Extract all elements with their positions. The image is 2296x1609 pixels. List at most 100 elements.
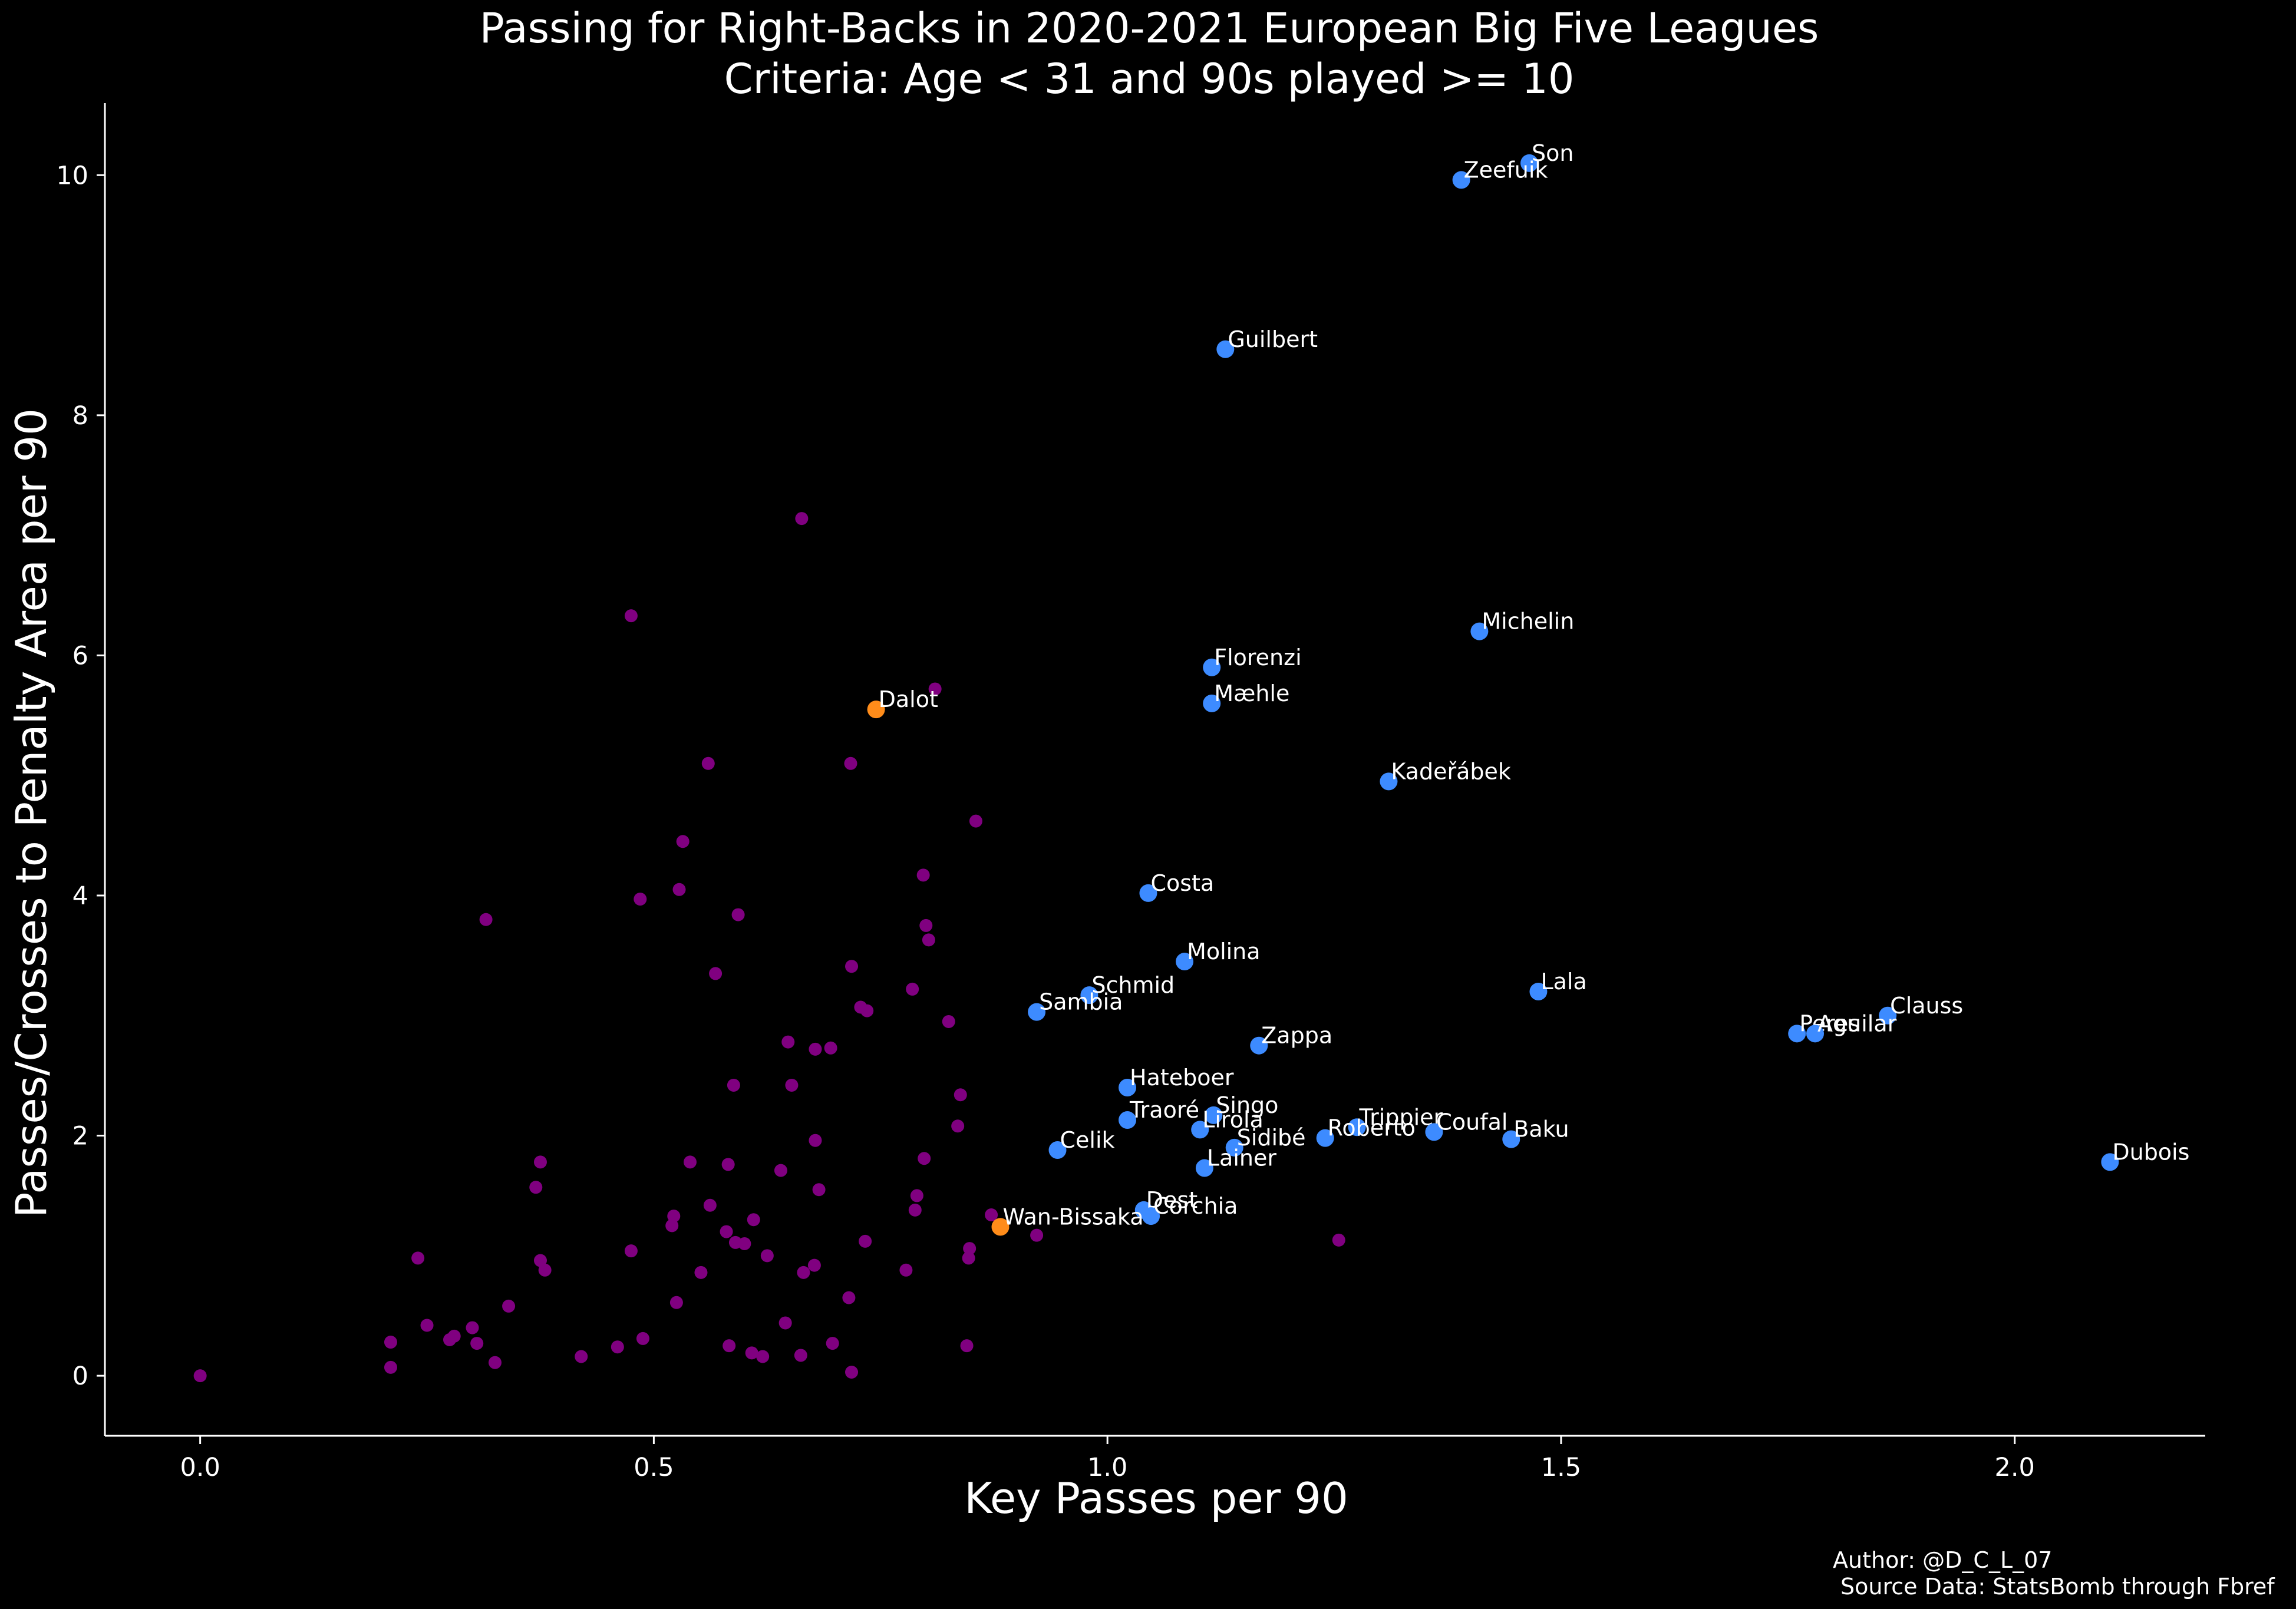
player-point [624, 1244, 638, 1258]
highlighted-player-point [1205, 1106, 1223, 1124]
player-point [533, 1155, 547, 1169]
player-point [985, 1208, 998, 1222]
player-label: Corchia [1153, 1193, 1238, 1219]
player-point [672, 883, 686, 896]
player-point [384, 1360, 397, 1374]
player-point [669, 1296, 683, 1309]
player-label: Celik [1060, 1127, 1115, 1153]
player-label: Baku [1513, 1116, 1569, 1142]
highlighted-player-point [1119, 1079, 1137, 1097]
chart-title: Passing for Right-Backs in 2020-2021 Eur… [480, 4, 1819, 52]
player-point [529, 1181, 543, 1194]
player-point [384, 1336, 397, 1349]
player-point [479, 913, 493, 926]
player-point [807, 1258, 821, 1272]
player-point [845, 960, 859, 973]
player-point [942, 1015, 955, 1028]
player-point [928, 682, 942, 696]
player-label: Singo [1216, 1092, 1278, 1118]
player-point [727, 1078, 740, 1092]
player-point [721, 1158, 735, 1171]
player-label: Coufal [1436, 1109, 1507, 1135]
player-label: Dubois [2112, 1139, 2189, 1165]
player-point [575, 1350, 588, 1363]
player-point [420, 1319, 434, 1332]
player-point [703, 1198, 717, 1212]
highlighted-player-point [1176, 953, 1194, 971]
player-point [916, 868, 930, 882]
player-point [844, 756, 857, 770]
player-label: Guilbert [1228, 326, 1318, 352]
y-tick-label: 2 [72, 1122, 88, 1151]
player-point [667, 1210, 681, 1223]
player-point [709, 967, 723, 980]
player-point [676, 835, 690, 848]
player-point [447, 1329, 461, 1343]
player-point [1030, 1228, 1044, 1242]
player-label: Clauss [1890, 993, 1963, 1019]
x-axis-label: Key Passes per 90 [964, 1473, 1348, 1523]
highlighted-player-point [1225, 1138, 1243, 1157]
player-point [860, 1004, 874, 1017]
player-label: Schmid [1091, 972, 1175, 998]
highlighted-player-point [991, 1218, 1010, 1236]
y-tick-label: 10 [56, 161, 88, 190]
highlighted-player-point [1195, 1159, 1213, 1177]
player-point [720, 1225, 733, 1238]
y-axis-label: Passes/Crosses to Penalty Area per 90 [6, 408, 56, 1218]
player-label: Hateboer [1130, 1065, 1234, 1091]
player-point [694, 1266, 708, 1279]
highlighted-player-point [1080, 986, 1098, 1005]
highlighted-player-point [1380, 772, 1398, 791]
x-tick-label: 1.5 [1541, 1453, 1581, 1482]
player-point [756, 1350, 770, 1363]
highlighted-player-point [1139, 884, 1157, 902]
player-point [411, 1251, 425, 1265]
player-point [533, 1254, 547, 1267]
chart-subtitle: Criteria: Age < 31 and 90s played >= 10 [724, 55, 1575, 103]
player-point [466, 1321, 479, 1334]
y-tick-label: 8 [72, 401, 88, 431]
highlighted-player-point [1216, 340, 1235, 358]
player-label: Kadeřábek [1391, 758, 1510, 784]
player-point [960, 1339, 974, 1353]
x-tick-label: 2.0 [1995, 1453, 2035, 1482]
player-label: Sambia [1039, 989, 1123, 1015]
player-point [193, 1369, 207, 1383]
player-point [812, 1183, 826, 1197]
player-point [785, 1078, 799, 1092]
player-point [794, 1349, 807, 1362]
player-point [797, 1266, 810, 1279]
highlighted-player-point [1250, 1036, 1268, 1055]
highlighted-player-point [1879, 1006, 1897, 1025]
player-point [842, 1291, 856, 1304]
player-point [538, 1263, 552, 1277]
highlighted-player-point [1203, 658, 1221, 676]
highlighted-player-point [1452, 171, 1470, 189]
player-label: Son [1532, 140, 1573, 166]
player-point [954, 1088, 967, 1102]
highlighted-player-point [1788, 1025, 1806, 1043]
player-label: Molina [1187, 939, 1261, 964]
highlighted-player-point [1502, 1130, 1520, 1148]
player-point [826, 1337, 839, 1350]
highlighted-player-point [1806, 1025, 1825, 1043]
x-tick-label: 1.0 [1087, 1453, 1127, 1482]
highlighted-player-point [1425, 1123, 1443, 1141]
highlighted-player-point [1048, 1141, 1067, 1159]
player-point [683, 1155, 697, 1169]
player-label: Lainer [1207, 1145, 1276, 1171]
player-label: Roberto [1328, 1115, 1416, 1141]
player-point [760, 1249, 774, 1263]
y-tick-label: 4 [72, 881, 88, 911]
player-point [634, 893, 647, 906]
player-point [665, 1219, 679, 1233]
y-tick-label: 6 [72, 641, 88, 670]
player-label: Dalot [879, 686, 938, 712]
player-point [962, 1251, 975, 1265]
player-point [969, 814, 982, 828]
player-point [611, 1340, 624, 1354]
source-credit: Source Data: StatsBomb through Fbref [1840, 1574, 2275, 1600]
